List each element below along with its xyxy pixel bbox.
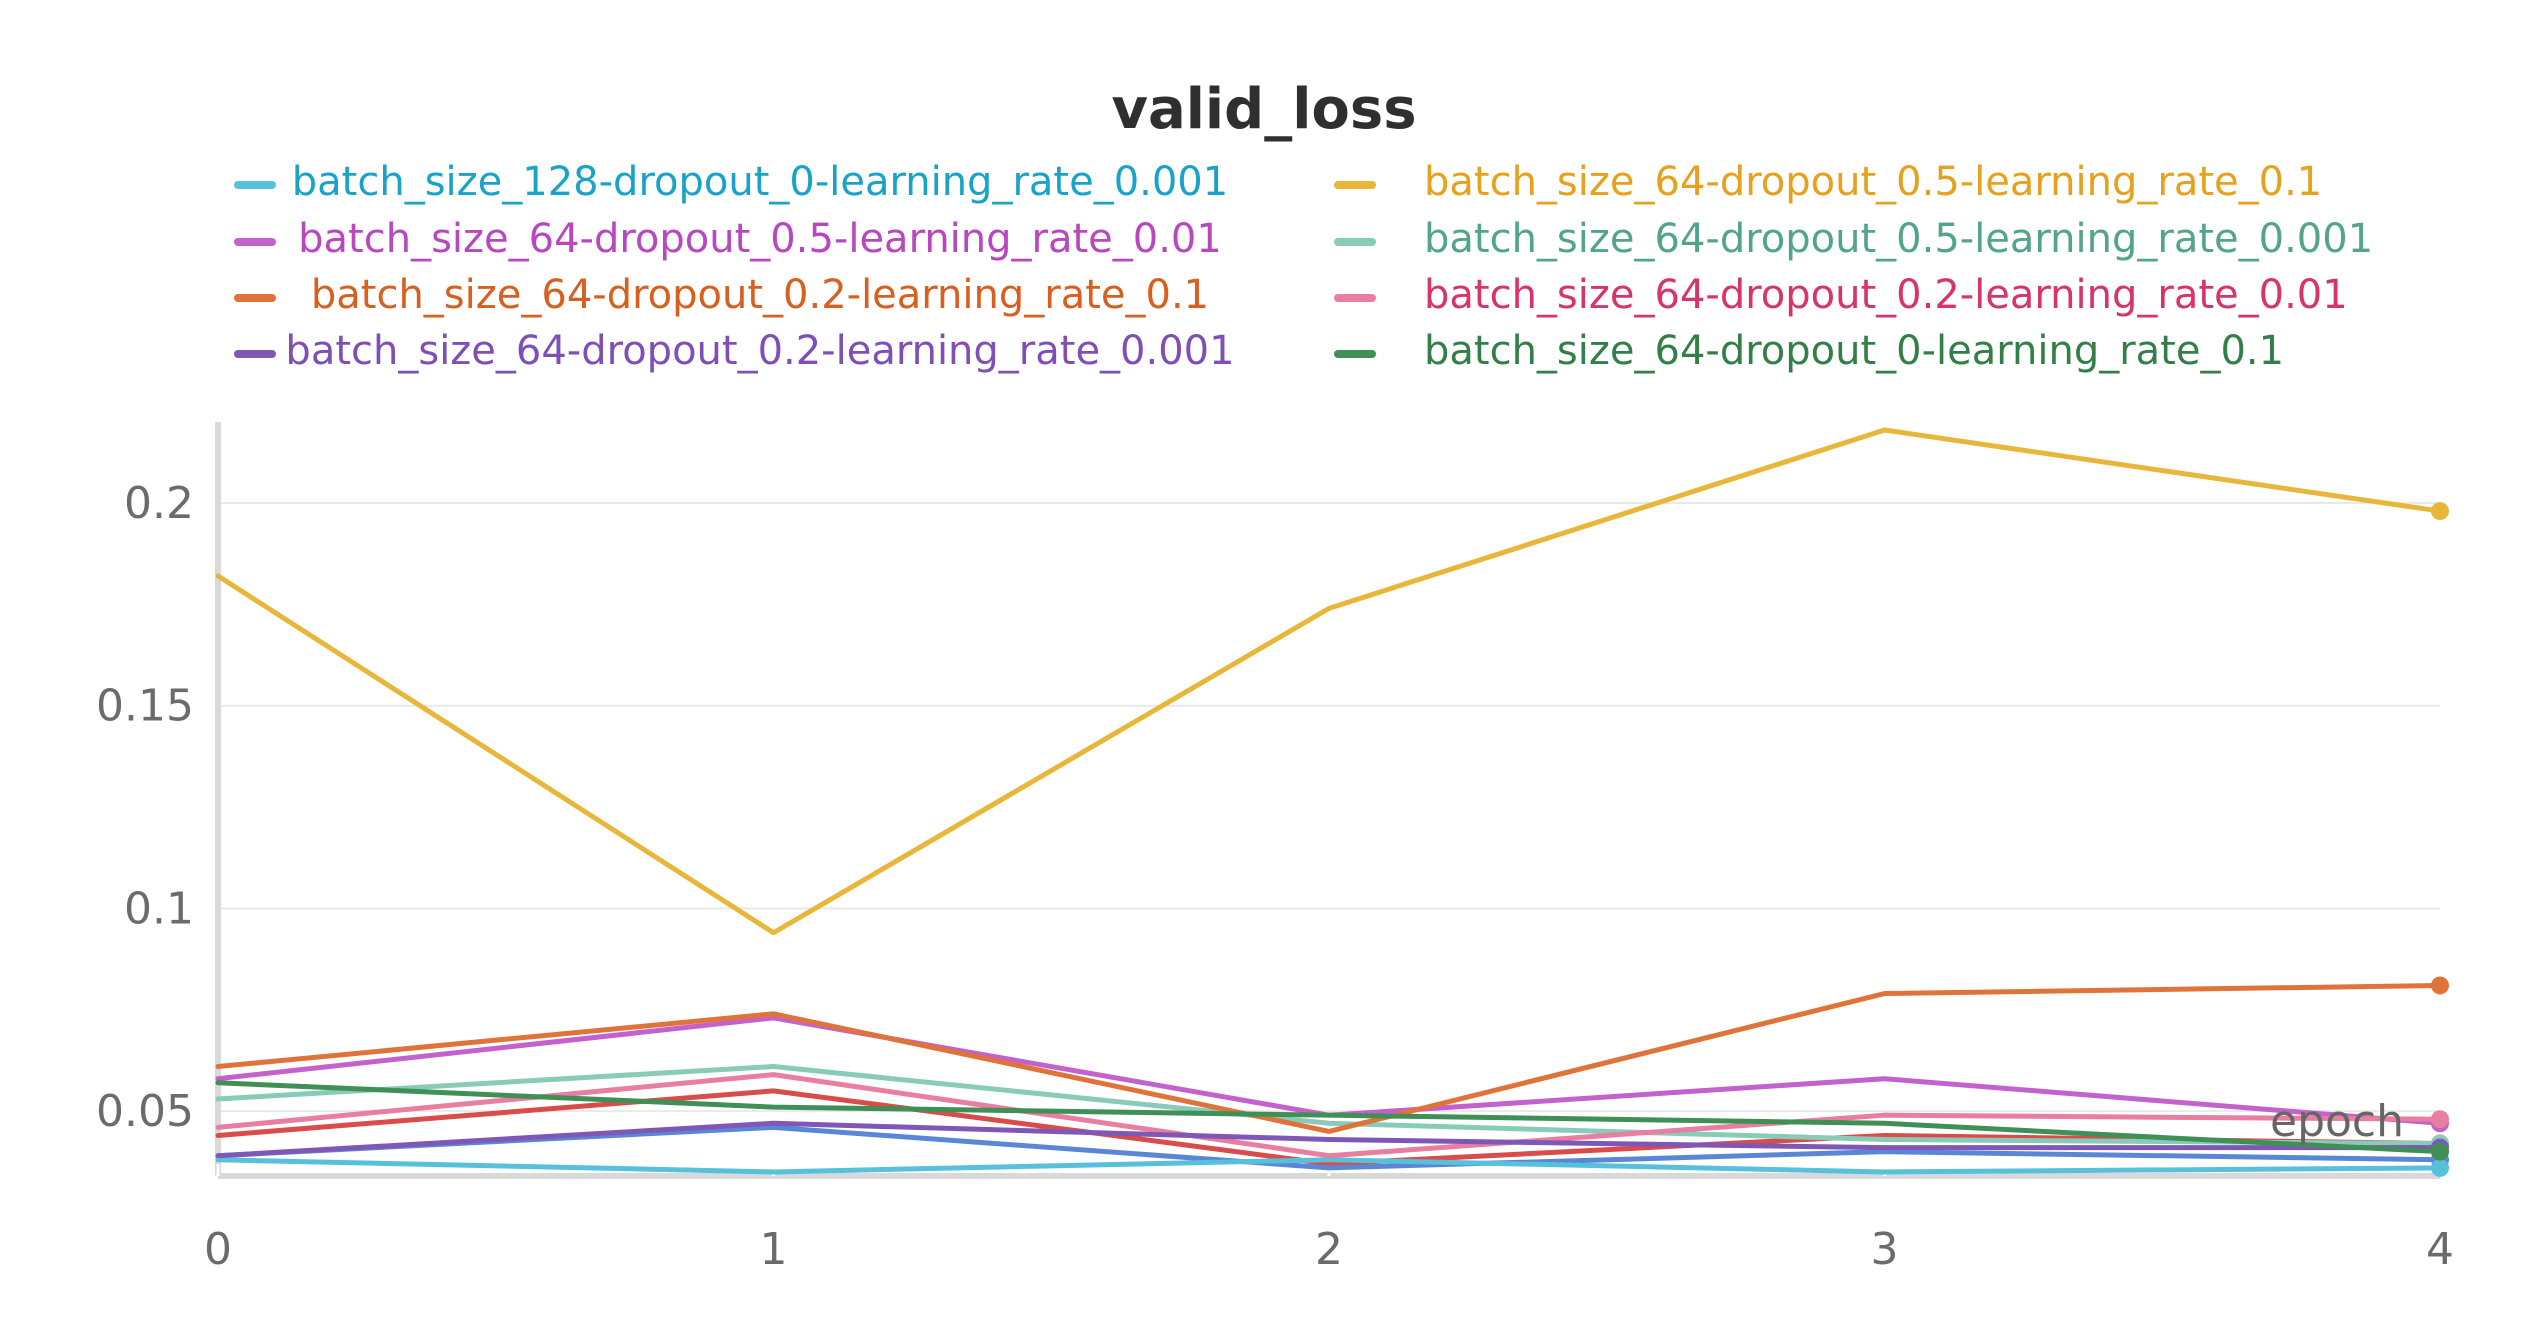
legend-label-series-4: batch_size_64-dropout_0.2-learning_rate_… — [311, 272, 1209, 318]
chart-title: valid_loss — [1111, 77, 1416, 142]
x-tick-label: 0 — [204, 1224, 232, 1275]
x-tick-label: 1 — [760, 1224, 788, 1275]
grid — [218, 501, 2440, 1113]
series-5-line — [215, 1072, 2443, 1159]
tick-labels: 0.05 0.1 0.15 0.2 0 1 2 3 4 — [96, 478, 2454, 1275]
extra-series-1-line — [215, 1124, 2443, 1171]
y-tick-label: 0.1 — [124, 883, 194, 934]
series-7-line — [215, 1080, 2443, 1155]
series-0-line — [215, 1157, 2443, 1175]
legend-label-series-3: batch_size_64-dropout_0.5-learning_rate_… — [1424, 216, 2373, 262]
x-axis-label: epoch — [2270, 1096, 2404, 1147]
y-tick-label: 0.2 — [124, 478, 194, 529]
legend-label-series-7: batch_size_64-dropout_0-learning_rate_0.… — [1424, 328, 2284, 374]
series-7-point — [2431, 1142, 2449, 1161]
series-4-line — [215, 982, 2443, 1134]
series-5-point — [2431, 1110, 2449, 1129]
legend-label-series-2: batch_size_64-dropout_0.5-learning_rate_… — [298, 216, 1222, 262]
x-tick-label: 3 — [1871, 1224, 1899, 1275]
series-lines — [215, 427, 2443, 1175]
series-1-line — [215, 427, 2443, 936]
extra-series-0-line — [215, 1088, 2443, 1167]
legend-label-series-1: batch_size_64-dropout_0.5-learning_rate_… — [1424, 159, 2322, 205]
data-points — [2431, 502, 2449, 1177]
y-tick-label: 0.05 — [96, 1086, 194, 1137]
series-4-point — [2431, 976, 2449, 995]
series-1-point — [2431, 502, 2449, 521]
legend-label-series-0: batch_size_128-dropout_0-learning_rate_0… — [292, 159, 1228, 205]
x-tick-label: 2 — [1315, 1224, 1343, 1275]
series-6-line — [215, 1120, 2443, 1159]
series-3-line — [215, 1064, 2443, 1147]
x-tick-label: 4 — [2426, 1224, 2454, 1275]
legend-label-series-5: batch_size_64-dropout_0.2-learning_rate_… — [1424, 272, 2348, 318]
legend-label-series-6: batch_size_64-dropout_0.2-learning_rate_… — [285, 328, 1234, 374]
series-0-point — [2431, 1158, 2449, 1177]
y-tick-label: 0.15 — [96, 681, 194, 732]
legend: batch_size_128-dropout_0-learning_rate_0… — [234, 159, 2373, 374]
